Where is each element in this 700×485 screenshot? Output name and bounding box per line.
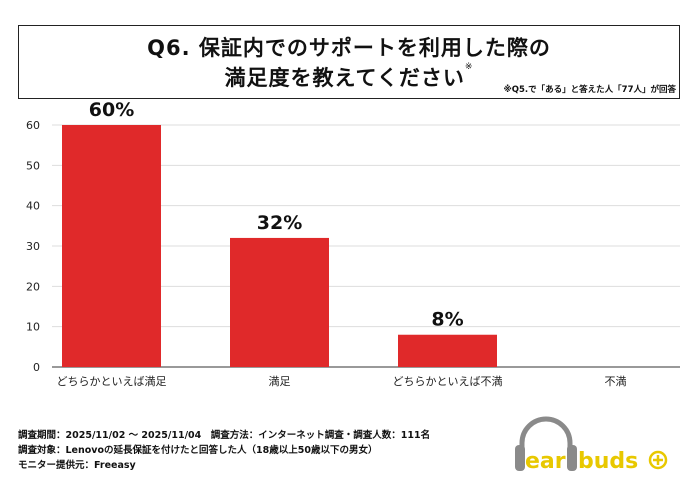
bar xyxy=(62,125,161,367)
bar-chart: 0 10 20 30 40 50 60 60% どちらかといえば満足 32% 満足 8% どちらかといえ… xyxy=(26,100,680,388)
y-tick-label: 40 xyxy=(26,200,40,213)
svg-text:ear: ear xyxy=(525,449,566,474)
y-tick-label: 30 xyxy=(26,240,40,253)
y-tick-label: 60 xyxy=(26,119,40,132)
x-category-label: 不満 xyxy=(605,375,627,388)
x-category-label: どちらかといえば満足 xyxy=(57,375,167,388)
footer-provider: モニター提供元：Freeasy xyxy=(18,460,136,471)
bar xyxy=(398,334,497,367)
footer-period: 調査期間：2025/11/02 ～ 2025/11/04 調査方法：インターネッ… xyxy=(18,430,431,441)
data-label: 8% xyxy=(431,309,463,331)
x-category-label: 満足 xyxy=(269,375,291,388)
survey-footer: 調査期間：2025/11/02 ～ 2025/11/04 調査方法：インターネッ… xyxy=(18,428,430,473)
chart-title-line1: Q6. 保証内でのサポートを利用した際の xyxy=(147,36,551,60)
svg-text:buds: buds xyxy=(578,449,638,474)
data-label: 32% xyxy=(257,212,302,234)
chart-title-line2: 満足度を教えてください※ xyxy=(19,62,679,92)
y-tick-label: 10 xyxy=(26,321,40,334)
bar xyxy=(230,237,329,367)
footer-target: 調査対象：Lenovoの延長保証を付けたと回答した人（18歳以上50歳以下の男女… xyxy=(18,445,378,456)
left-earcup xyxy=(515,445,525,471)
title-mark: ※ xyxy=(464,62,474,72)
respondent-note: ※Q5.で「ある」と答えた人「77人」が回答 xyxy=(503,85,676,95)
earbuds-logo: ear buds xyxy=(515,416,668,474)
right-earcup xyxy=(567,445,577,471)
x-category-label: どちらかといえば不満 xyxy=(393,375,503,388)
plus-circle-icon xyxy=(648,450,668,470)
title-box: Q6. 保証内でのサポートを利用した際の 満足度を教えてください※ ※Q5.で「… xyxy=(18,25,680,99)
y-tick-label: 50 xyxy=(26,159,40,172)
data-label: 60% xyxy=(89,100,134,121)
title-line2-text: 満足度を教えてください xyxy=(224,66,465,90)
y-tick-label: 0 xyxy=(33,361,40,374)
y-tick-label: 20 xyxy=(26,280,40,293)
headphone-band-icon xyxy=(519,416,573,451)
